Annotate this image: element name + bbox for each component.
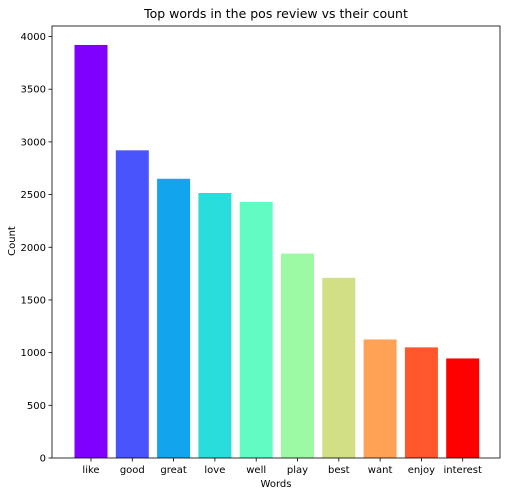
y-tick-label-3500: 3500 [21,85,46,96]
x-axis-label: Words [261,479,292,490]
plot-area: like good great love well play best want enjoy in… [21,25,501,476]
y-tick-label-0: 0 [40,454,46,465]
x-tick-label-good: good [120,465,145,476]
x-tick-label-love: love [204,465,225,476]
bar-interest [446,358,480,458]
bar-like [74,44,108,458]
x-tick-label-like: like [82,465,99,476]
bar-well [239,201,273,458]
y-axis-label: Count [7,226,18,256]
bar-love [198,193,232,458]
y-tick-label-500: 500 [27,401,46,412]
x-tick-label-best: best [328,465,350,476]
y-tick-label-1500: 1500 [21,295,46,306]
x-tick-label-interest: interest [444,465,482,476]
x-tick-label-well: well [246,465,266,476]
x-tick-label-enjoy: enjoy [408,465,435,476]
axes-frame [51,25,501,459]
y-tick-label-2500: 2500 [21,190,46,201]
x-tick-label-want: want [368,465,393,476]
bar-play [281,253,314,458]
x-tick-label-great: great [160,465,187,476]
bar-want [363,339,397,458]
bar-good [115,150,149,458]
x-tick-label-play: play [287,465,308,476]
bar-best [322,277,356,458]
y-tick-label-1000: 1000 [21,348,46,359]
y-tick-label-3000: 3000 [21,137,46,148]
chart-title: Top words in the pos review vs their cou… [143,6,408,21]
bar-great [157,178,191,458]
y-tick-label-2000: 2000 [21,243,46,254]
bar-enjoy [404,347,438,458]
y-tick-label-4000: 4000 [21,32,46,43]
